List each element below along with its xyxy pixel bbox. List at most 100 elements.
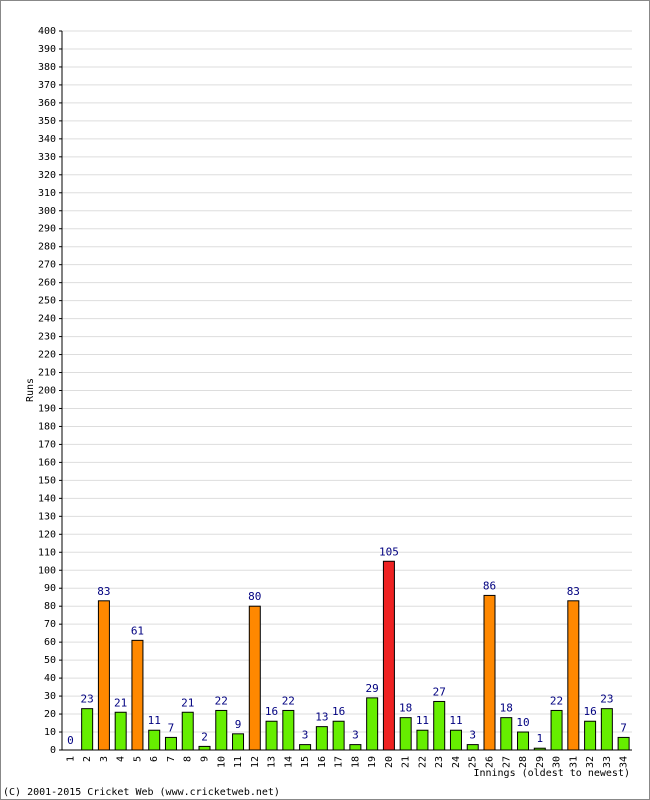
value-label: 16 <box>265 705 278 718</box>
x-tick-label: 25 <box>468 756 479 768</box>
x-tick-label: 5 <box>132 756 143 762</box>
x-tick-label: 6 <box>149 756 160 762</box>
x-tick-label: 19 <box>367 756 378 768</box>
y-tick-label: 340 <box>38 134 56 145</box>
y-tick-label: 270 <box>38 260 56 271</box>
y-tick-label: 360 <box>38 98 56 109</box>
value-label: 61 <box>131 624 144 637</box>
y-tick-label: 370 <box>38 80 56 91</box>
value-label: 18 <box>500 702 513 715</box>
y-tick-label: 60 <box>44 637 56 648</box>
x-tick-label: 4 <box>116 756 127 762</box>
bar <box>416 729 429 751</box>
y-tick-label: 120 <box>38 529 56 540</box>
y-tick-label: 280 <box>38 242 56 253</box>
bar <box>617 736 630 751</box>
bar <box>164 736 177 751</box>
y-tick-label: 180 <box>38 421 56 432</box>
value-label: 11 <box>449 714 462 727</box>
bar <box>315 726 328 751</box>
x-tick-label: 21 <box>401 756 412 768</box>
bar <box>584 720 597 751</box>
value-label: 83 <box>567 585 580 598</box>
x-tick-label: 8 <box>183 756 194 762</box>
bar <box>97 600 110 751</box>
value-label: 105 <box>379 545 399 558</box>
x-tick-label: 20 <box>384 756 395 768</box>
value-label: 21 <box>181 696 194 709</box>
y-tick-label: 110 <box>38 547 56 558</box>
x-tick-label: 17 <box>334 756 345 768</box>
bar <box>248 605 261 751</box>
value-label: 11 <box>416 714 429 727</box>
x-tick-label: 14 <box>283 756 294 768</box>
x-tick-label: 34 <box>619 756 630 768</box>
value-label: 3 <box>352 729 359 742</box>
x-tick-label: 3 <box>99 756 110 762</box>
y-tick-label: 390 <box>38 44 56 55</box>
y-tick-label: 170 <box>38 439 56 450</box>
x-tick-label: 33 <box>602 756 613 768</box>
y-tick-label: 300 <box>38 206 56 217</box>
y-tick-label: 150 <box>38 475 56 486</box>
x-tick-label: 2 <box>82 756 93 762</box>
y-tick-label: 90 <box>44 583 56 594</box>
x-tick-label: 1 <box>65 756 76 762</box>
x-tick-label: 10 <box>216 756 227 768</box>
y-tick-label: 320 <box>38 170 56 181</box>
bar <box>232 733 245 751</box>
bar <box>399 717 412 751</box>
y-tick-label: 100 <box>38 565 56 576</box>
y-tick-label: 310 <box>38 188 56 199</box>
y-tick-label: 20 <box>44 709 56 720</box>
y-tick-label: 80 <box>44 601 56 612</box>
value-label: 7 <box>168 721 175 734</box>
value-label: 3 <box>469 729 476 742</box>
bar <box>500 717 513 751</box>
y-tick-label: 0 <box>50 745 56 756</box>
bar <box>550 709 563 751</box>
y-tick-label: 50 <box>44 655 56 666</box>
value-label: 13 <box>315 711 328 724</box>
bar <box>332 720 345 751</box>
x-tick-label: 31 <box>568 756 579 768</box>
value-label: 16 <box>332 705 345 718</box>
bar <box>181 711 194 751</box>
y-tick-label: 140 <box>38 493 56 504</box>
x-axis-title: Innings (oldest to newest) <box>473 768 630 779</box>
bar <box>131 639 144 751</box>
x-tick-label: 26 <box>485 756 496 768</box>
bar <box>148 729 161 751</box>
value-label: 16 <box>583 705 596 718</box>
value-label: 10 <box>516 716 529 729</box>
x-tick-label: 29 <box>535 756 546 768</box>
y-tick-label: 160 <box>38 457 56 468</box>
value-label: 22 <box>282 694 295 707</box>
x-tick-label: 12 <box>250 756 261 768</box>
y-tick-label: 70 <box>44 619 56 630</box>
bar <box>349 744 362 751</box>
bar <box>81 708 94 751</box>
bar <box>449 729 462 751</box>
y-tick-label: 40 <box>44 673 56 684</box>
y-tick-label: 290 <box>38 224 56 235</box>
value-label: 23 <box>81 693 94 706</box>
x-tick-label: 18 <box>350 756 361 768</box>
x-tick-label: 15 <box>300 756 311 768</box>
y-tick-label: 330 <box>38 152 56 163</box>
y-tick-label: 380 <box>38 62 56 73</box>
y-tick-label: 30 <box>44 691 56 702</box>
x-tick-label: 30 <box>552 756 563 768</box>
bar <box>198 745 211 751</box>
x-tick-label: 16 <box>317 756 328 768</box>
value-label: 27 <box>433 685 446 698</box>
y-tick-label: 350 <box>38 116 56 127</box>
y-tick-label: 220 <box>38 350 56 361</box>
y-tick-label: 200 <box>38 386 56 397</box>
value-label: 80 <box>248 590 261 603</box>
y-tick-label: 190 <box>38 403 56 414</box>
bar <box>517 731 530 751</box>
